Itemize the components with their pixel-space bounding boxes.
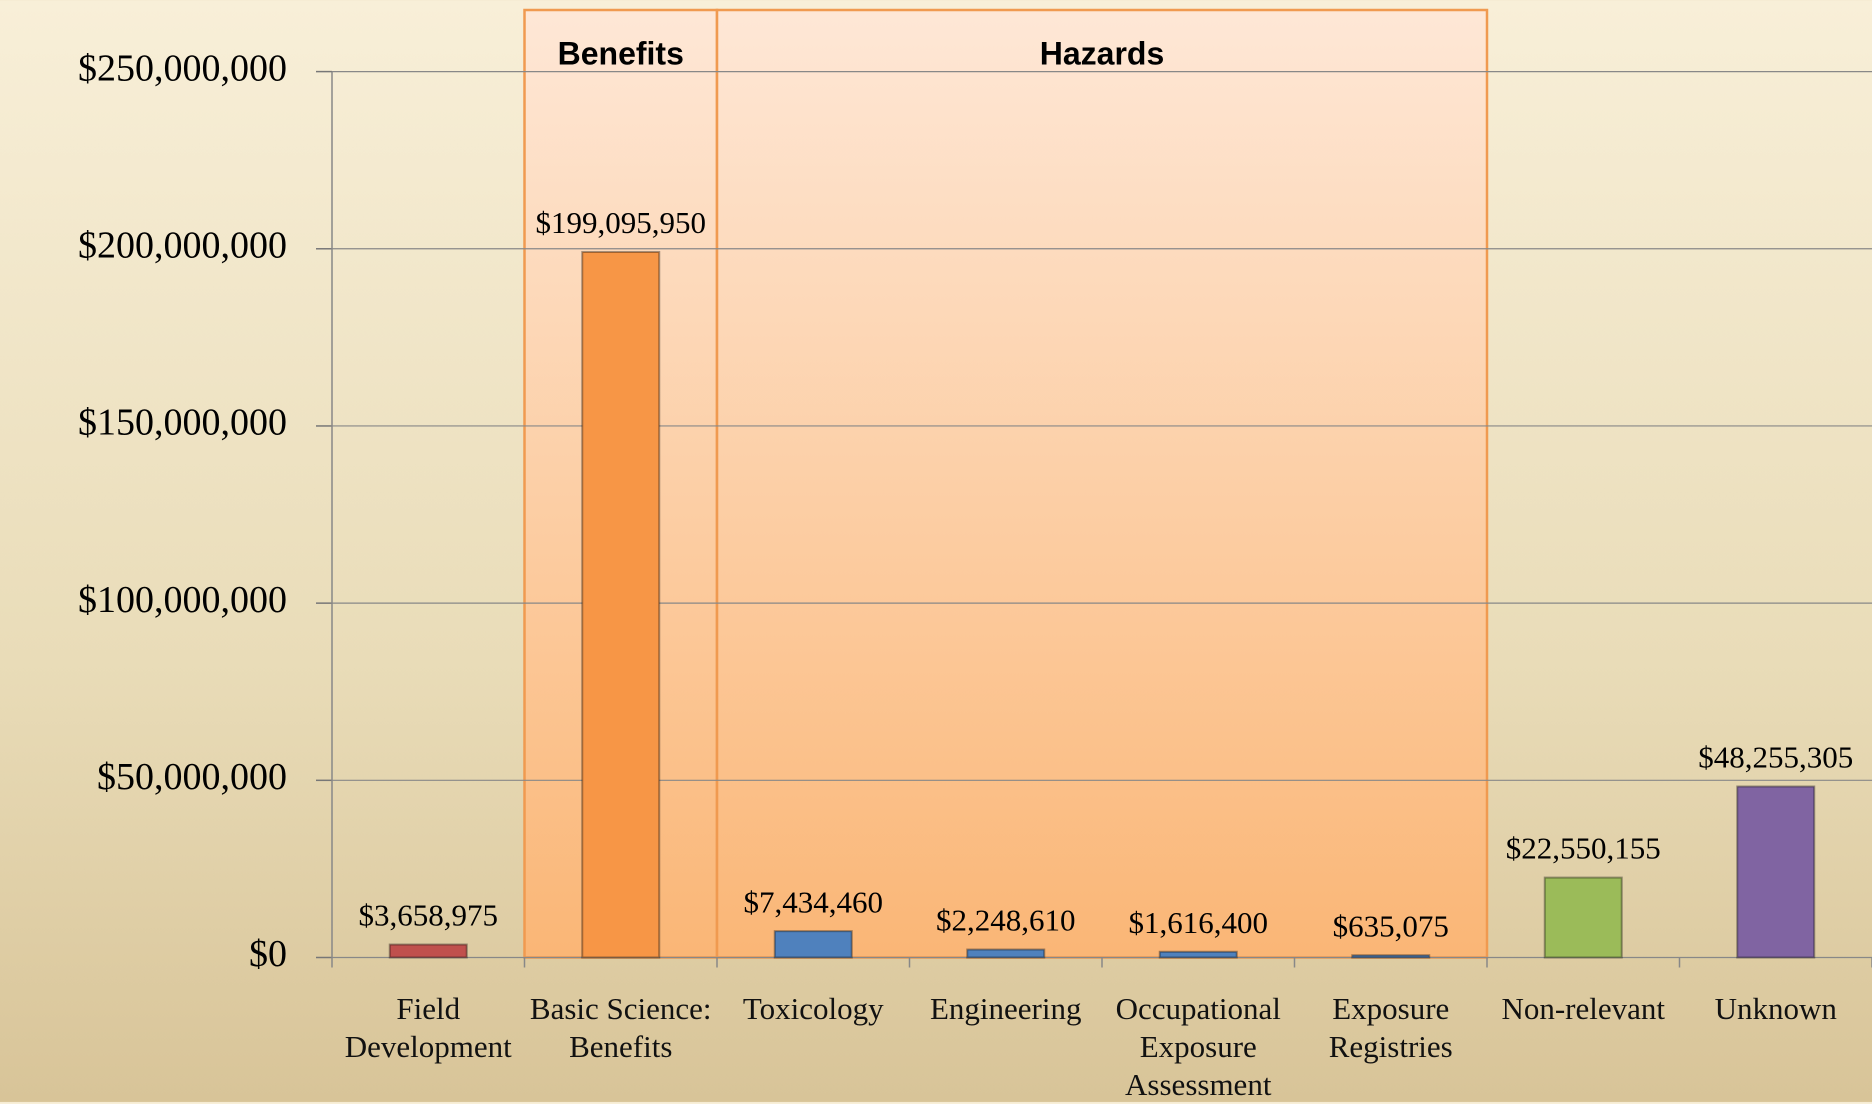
y-tick-label: $50,000,000 xyxy=(97,756,287,798)
bar xyxy=(1160,952,1237,958)
region-label: Hazards xyxy=(1040,35,1165,71)
bar xyxy=(967,950,1044,958)
value-label: $2,248,610 xyxy=(936,903,1076,938)
bar xyxy=(582,252,659,958)
bar xyxy=(390,945,467,958)
y-tick-label: $150,000,000 xyxy=(78,402,287,444)
y-tick-label: $100,000,000 xyxy=(78,579,287,621)
x-tick-label: Exposure Registries xyxy=(1291,990,1492,1066)
bar xyxy=(775,931,852,957)
bar xyxy=(1352,955,1429,957)
value-label: $635,075 xyxy=(1333,908,1449,943)
x-tick-label: Occupational Exposure Assessment xyxy=(1098,990,1299,1104)
region-label: Benefits xyxy=(558,35,684,71)
y-tick-label: $200,000,000 xyxy=(78,224,287,266)
x-tick-label: Basic Science: Benefits xyxy=(521,990,722,1066)
bar xyxy=(1737,787,1814,958)
value-label: $7,434,460 xyxy=(744,884,884,919)
value-label: $1,616,400 xyxy=(1129,905,1269,940)
bar xyxy=(1545,878,1622,958)
value-label: $199,095,950 xyxy=(536,205,707,240)
value-label: $3,658,975 xyxy=(359,898,499,933)
y-tick-label: $250,000,000 xyxy=(78,47,287,89)
x-tick-label: Engineering xyxy=(906,990,1107,1028)
value-label: $48,255,305 xyxy=(1698,740,1853,775)
y-tick-label: $0 xyxy=(249,933,287,975)
value-label: $22,550,155 xyxy=(1506,831,1661,866)
x-tick-label: Non-relevant xyxy=(1483,990,1684,1028)
x-tick-label: Toxicology xyxy=(713,990,914,1028)
region-box xyxy=(717,10,1487,958)
x-tick-label: Unknown xyxy=(1676,990,1872,1028)
x-tick-label: Field Development xyxy=(328,990,529,1066)
